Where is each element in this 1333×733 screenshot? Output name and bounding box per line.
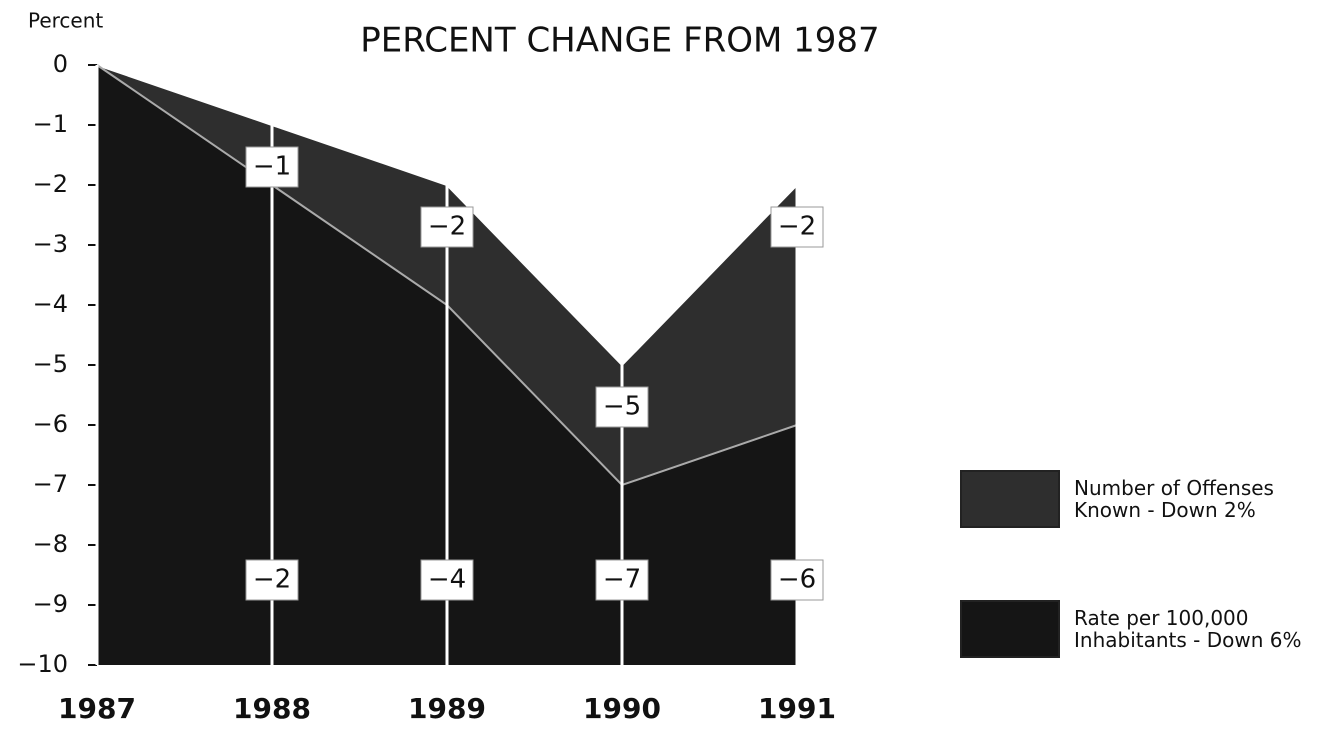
legend-label: Number of Offenses Known - Down 2% [1074,476,1274,522]
value-label-box [595,386,649,428]
value-label-box [245,146,299,188]
x-tick-label: 1990 [583,692,661,725]
value-label: −2 [778,212,816,242]
y-tick-label: −3 [33,230,68,258]
y-tick-label: −8 [33,530,68,558]
y-tick-label: −9 [33,590,68,618]
y-tick-label: −1 [33,110,68,138]
value-label-box [595,559,649,601]
y-axis-label: Percent [28,9,103,33]
y-tick-label: −4 [33,290,68,318]
legend-label: Rate per 100,000 Inhabitants - Down 6% [1074,606,1302,652]
x-tick-label: 1988 [233,692,311,725]
value-label-box [245,559,299,601]
y-tick-label: −6 [33,410,68,438]
x-tick-label: 1989 [408,692,486,725]
y-tick-label: −5 [33,350,68,378]
value-label: −2 [428,212,466,242]
x-tick-label: 1987 [58,692,136,725]
legend-item: Number of Offenses Known - Down 2% [960,470,1320,528]
value-label-box [420,559,474,601]
x-tick-label: 1991 [758,692,836,725]
legend-swatch [960,470,1060,528]
chart-title: PERCENT CHANGE FROM 1987 [360,21,879,61]
value-label-box [420,206,474,248]
value-label-box [770,206,824,248]
value-label: −4 [428,565,466,595]
value-label: −1 [253,152,291,182]
legend-item: Rate per 100,000 Inhabitants - Down 6% [960,600,1320,658]
value-label: −2 [253,565,291,595]
value-label: −7 [603,565,641,595]
y-tick-label: 0 [53,50,68,78]
value-label-box [770,559,824,601]
y-tick-label: −7 [33,470,68,498]
value-label: −5 [603,392,641,422]
y-tick-label: −10 [17,650,68,678]
value-label: −6 [778,565,816,595]
legend-swatch [960,600,1060,658]
y-tick-label: −2 [33,170,68,198]
